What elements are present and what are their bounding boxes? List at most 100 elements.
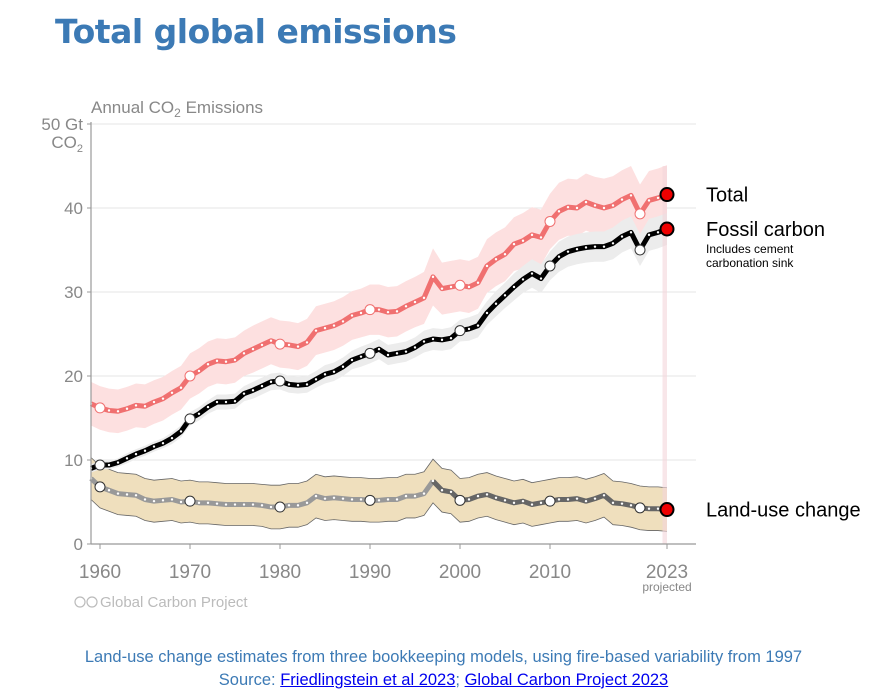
fossil-endpoint-2023 <box>659 221 675 237</box>
luc-point <box>521 499 525 503</box>
fossil-point <box>287 383 291 386</box>
x-tick-label: 2010 <box>529 562 571 583</box>
fossil-point <box>197 412 201 415</box>
fossil-point <box>134 452 138 456</box>
y-tick-label: 50 Gt <box>41 115 83 134</box>
total-point <box>611 204 615 207</box>
total-point <box>440 287 444 290</box>
fossil-point <box>161 442 165 445</box>
chart-title-text: Annual CO <box>91 98 174 117</box>
fossil-point <box>125 457 129 460</box>
luc-point <box>494 496 498 499</box>
footer-note: Land-use change estimates from three boo… <box>84 648 803 666</box>
luc-point <box>269 505 273 509</box>
fossil-sublabel: Includes cement <box>706 242 794 256</box>
fossil-point <box>341 365 345 368</box>
luc-point <box>620 502 624 505</box>
total-point <box>377 308 381 311</box>
total-point-1990 <box>364 304 376 316</box>
total-point <box>404 305 408 308</box>
luc-band <box>91 457 667 532</box>
source-separator: ; <box>455 671 465 689</box>
fossil-point <box>206 405 210 409</box>
cc-icon <box>74 596 86 608</box>
total-point <box>467 285 471 289</box>
total-point <box>584 200 588 204</box>
total-point <box>305 341 309 344</box>
total-point <box>296 345 300 348</box>
total-point <box>575 206 579 210</box>
luc-point <box>386 498 390 501</box>
projected-label: projected <box>642 580 691 594</box>
luc-point <box>557 498 561 501</box>
total-point <box>413 300 417 304</box>
fossil-point <box>224 400 228 404</box>
luc-point <box>323 497 327 500</box>
fossil-point <box>305 383 309 386</box>
luc-point <box>377 499 381 502</box>
total-point <box>215 359 219 363</box>
fossil-point <box>251 389 255 392</box>
total-point <box>134 404 138 407</box>
luc-point <box>413 494 417 498</box>
luc-point <box>467 498 471 501</box>
fossil-point <box>116 461 120 464</box>
luc-point <box>215 502 219 505</box>
luc-point <box>287 504 291 507</box>
fossil-point <box>386 353 390 357</box>
fossil-point <box>647 233 651 237</box>
total-point <box>386 310 390 314</box>
fossil-point <box>503 294 507 297</box>
fossil-point-1970 <box>184 413 196 425</box>
uncertainty-bands <box>90 165 668 544</box>
luc-point-1960 <box>94 481 106 493</box>
fossil-point <box>512 285 516 289</box>
luc-point <box>296 504 300 507</box>
fossil-point <box>422 340 426 343</box>
luc-point <box>314 494 318 498</box>
fossil-point-2000 <box>454 325 466 337</box>
gcp-link[interactable]: Global Carbon Project 2023 <box>464 671 669 689</box>
luc-point <box>260 504 264 507</box>
friedlingstein-link[interactable]: Friedlingstein et al 2023 <box>280 671 456 689</box>
luc-point <box>440 489 444 492</box>
total-point <box>656 196 660 200</box>
luc-endpoint-2023 <box>659 502 675 518</box>
luc-point <box>332 496 336 499</box>
fossil-point <box>494 302 498 305</box>
fossil-point <box>530 272 534 275</box>
attribution-icon <box>86 596 98 608</box>
total-point <box>206 363 210 366</box>
fossil-point-2010 <box>544 260 556 272</box>
total-point <box>341 320 345 323</box>
total-label: Total <box>706 185 748 207</box>
fossil-point <box>269 380 273 384</box>
fossil-sublabel: carbonation sink <box>706 256 794 270</box>
total-point <box>242 352 246 355</box>
luc-point <box>404 494 408 498</box>
luc-point <box>602 494 606 497</box>
total-point <box>422 296 426 300</box>
fossil-point <box>449 337 453 340</box>
luc-point <box>197 501 201 505</box>
fossil-point <box>179 430 183 433</box>
luc-point-2020 <box>634 502 646 514</box>
fossil-point <box>260 384 264 388</box>
total-point <box>593 204 597 207</box>
total-point <box>143 405 147 408</box>
fossil-point <box>413 346 417 349</box>
luc-point <box>143 498 147 501</box>
total-point <box>512 242 516 246</box>
luc-point-2010 <box>544 495 556 507</box>
luc-point <box>611 501 615 505</box>
total-point-2000 <box>454 279 466 291</box>
x-tick-label: 1970 <box>169 562 211 583</box>
total-point <box>125 407 129 410</box>
total-point <box>179 386 183 389</box>
luc-label: Land-use change <box>706 500 861 522</box>
y-tick-label: 40 <box>64 199 83 218</box>
total-point-1980 <box>274 338 286 350</box>
fossil-point <box>431 337 435 341</box>
series-labels: Land-use change Total Fossil carbonInclude… <box>706 185 861 522</box>
fossil-point <box>143 449 147 452</box>
